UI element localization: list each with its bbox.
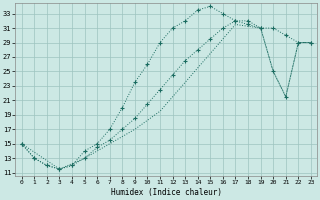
X-axis label: Humidex (Indice chaleur): Humidex (Indice chaleur) — [111, 188, 222, 197]
